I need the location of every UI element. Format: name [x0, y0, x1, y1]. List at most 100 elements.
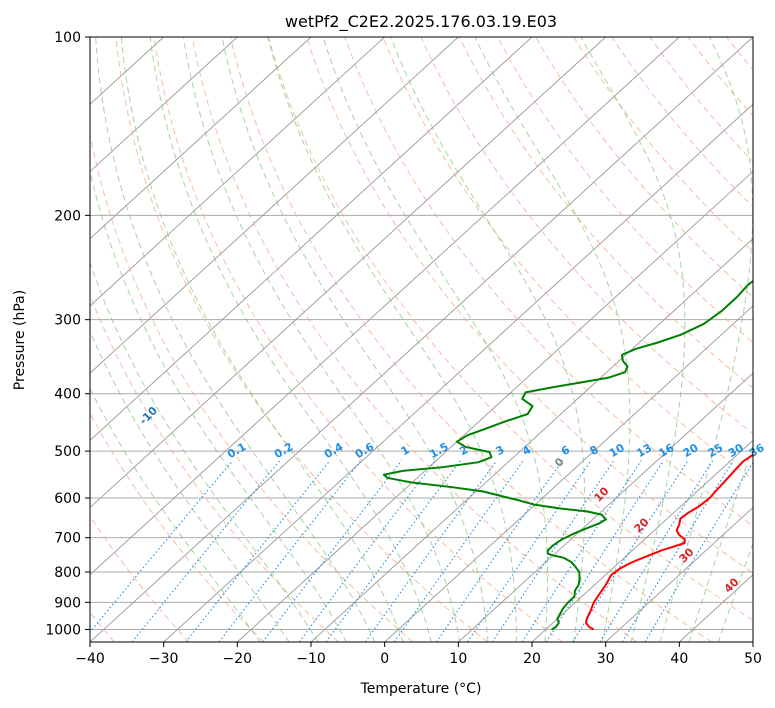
isotherm-line — [90, 37, 312, 240]
y-tick-label: 800 — [54, 565, 81, 581]
isotherm-line — [90, 37, 238, 173]
mixing-ratio-line — [599, 460, 714, 642]
dry-adiabat-line — [687, 37, 753, 117]
dry-adiabat-line — [765, 37, 775, 642]
moist-adiabat-line — [659, 37, 753, 642]
y-axis-label: Pressure (hPa) — [12, 290, 28, 390]
mixing-ratio-label: 20 — [681, 441, 701, 460]
mixing-ratio-label: 0.6 — [353, 440, 377, 461]
temperature-line — [585, 453, 753, 631]
y-tick-label: 600 — [54, 491, 81, 507]
moist-adiabat-line — [322, 37, 549, 642]
isotherm-line — [90, 37, 533, 441]
moist-adiabat-line — [90, 168, 347, 642]
dry-adiabat-line — [191, 37, 638, 642]
moist-adiabat-line — [90, 329, 290, 642]
x-tick-label: 30 — [597, 651, 615, 667]
x-tick-label: 10 — [449, 651, 467, 667]
dry-adiabat-line — [153, 37, 563, 642]
moist-adiabat-label: 30 — [677, 545, 697, 565]
isotherm-line — [90, 37, 606, 509]
moist-adiabat-line — [95, 37, 376, 642]
x-tick-label: −10 — [296, 651, 326, 667]
moist-adiabat-line — [149, 37, 432, 642]
mixing-ratio-label: 4 — [520, 443, 533, 458]
mixing-ratio-line — [644, 461, 753, 642]
dry-adiabat-line — [496, 37, 753, 344]
dry-adiabat-line — [90, 412, 264, 642]
mixing-ratio-label: 6 — [559, 443, 572, 458]
moist-adiabat-line — [90, 261, 319, 642]
moist-adiabat-line — [390, 37, 586, 642]
isotherm-line — [605, 506, 753, 642]
x-tick-label: −20 — [223, 651, 253, 667]
y-tick-label: 900 — [54, 595, 81, 611]
isotherm-line — [237, 170, 753, 642]
mixing-ratio-line — [393, 460, 524, 642]
isotherm-line — [458, 372, 753, 642]
chart-title: wetPf2_C2E2.2025.176.03.19.E03 — [285, 12, 557, 32]
mixing-ratio-line — [435, 460, 563, 642]
isotherm-line — [310, 238, 753, 642]
moist-adiabat-line — [688, 443, 753, 642]
moist-adiabat-line — [221, 37, 489, 642]
mixing-ratio-label: 1.5 — [427, 440, 450, 461]
dewpoint-line — [382, 279, 753, 631]
moist-adiabat-line — [182, 37, 461, 642]
y-tick-label: 700 — [54, 531, 81, 547]
x-tick-label: 50 — [744, 651, 762, 667]
moist-adiabat-line — [90, 387, 261, 642]
dry-adiabat-line — [90, 131, 414, 642]
mixing-ratio-line — [467, 460, 592, 642]
isotherm-line — [90, 37, 385, 307]
x-tick-label: 20 — [523, 651, 541, 667]
profile-lines — [382, 279, 753, 631]
moist-adiabat-line — [717, 542, 753, 642]
moist-adiabat-label: 40 — [722, 575, 742, 595]
background-lines — [90, 37, 775, 642]
dry-adiabat-line — [649, 37, 753, 163]
mixing-ratio-line — [298, 460, 437, 642]
y-tick-label: 300 — [54, 313, 81, 329]
dry-adiabat-line — [90, 293, 339, 642]
mixing-ratio-line — [491, 460, 615, 642]
isotherm-line — [163, 103, 753, 642]
dry-adiabat-line — [90, 515, 190, 642]
mixing-ratio-label: 25 — [706, 441, 726, 460]
isotherm-line — [90, 37, 680, 576]
dry-adiabat-line — [344, 37, 753, 527]
y-tick-label: 400 — [54, 387, 81, 403]
dry-adiabat-line — [725, 37, 753, 71]
dry-adiabat-line — [611, 37, 753, 208]
axis-ticks: −40 −30 −20 −10 0 10 20 30 40 5010020030040050060… — [45, 30, 762, 667]
moist-adiabat-line — [474, 37, 631, 642]
line-labels: 0.1 0.2 0.4 0.6 1 1.5 2 3 4 6 8 10 13 16 20 25 30 36-1001… — [137, 404, 767, 596]
mixing-ratio-label: 10 — [607, 441, 627, 460]
dry-adiabat-line — [229, 37, 712, 642]
moist-adiabat-line — [120, 37, 404, 642]
mixing-ratio-label: 13 — [634, 441, 654, 460]
isotherm-line — [384, 305, 753, 642]
mixing-ratio-label: 0.1 — [225, 440, 248, 461]
x-tick-label: 0 — [380, 651, 389, 667]
y-tick-label: 100 — [54, 30, 81, 46]
dry-adiabat-line — [115, 37, 488, 642]
mixing-ratio-line — [572, 460, 689, 642]
dry-adiabat-line — [573, 37, 753, 253]
x-tick-label: −40 — [75, 651, 105, 667]
isotherm-line — [90, 37, 753, 642]
moist-adiabat-line — [267, 37, 517, 642]
dry-adiabat-line — [458, 37, 753, 389]
moist-adiabat-label: 20 — [632, 515, 652, 535]
dry-adiabat-line — [268, 37, 753, 622]
mixing-ratio-label: 30 — [726, 441, 746, 460]
isotherm-line — [90, 37, 459, 374]
x-axis-label: Temperature (°C) — [360, 681, 482, 697]
dry-adiabat-line — [306, 37, 753, 574]
mixing-ratio-label: 0.4 — [322, 440, 346, 461]
mixing-ratio-line — [131, 460, 281, 642]
dry-adiabat-line — [382, 37, 753, 481]
x-tick-label: 40 — [670, 651, 688, 667]
moist-adiabat-label: 10 — [592, 484, 612, 504]
